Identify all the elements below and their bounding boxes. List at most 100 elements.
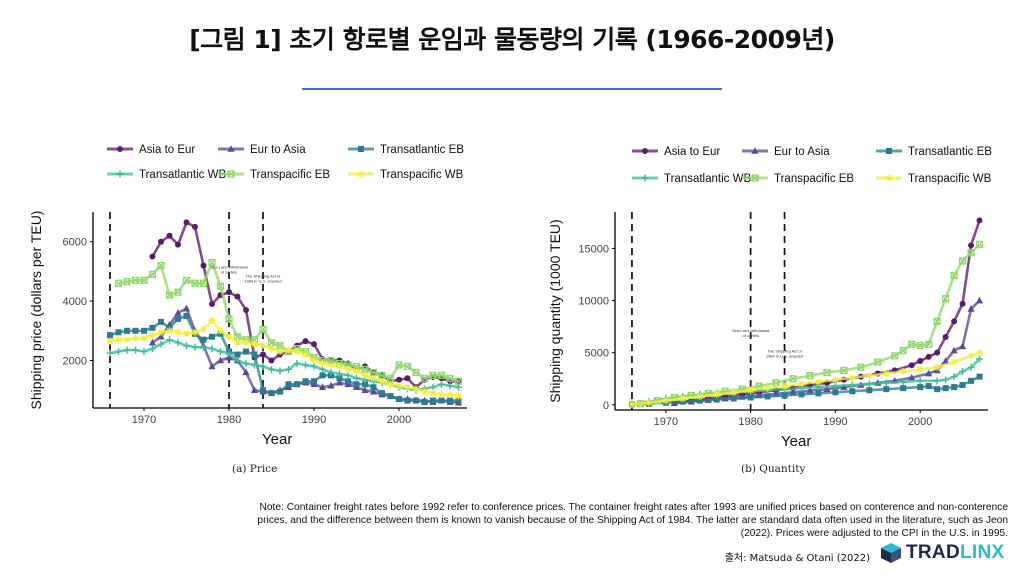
price-point-transpacific-eb — [403, 362, 412, 371]
quantity-x-tick-label: 1990 — [823, 416, 847, 428]
quantity-point-eur-to-asia — [950, 346, 958, 354]
title-underline — [302, 88, 722, 90]
quantity-point-transpacific-wb — [916, 365, 924, 373]
price-point-transatlantic-wb — [429, 383, 437, 391]
price-point-transpacific-eb — [123, 278, 131, 286]
price-annotation: Sea-Land withdrawal of cartels — [210, 264, 247, 274]
quantity-legend-marker-asia-to-eur — [642, 148, 648, 154]
price-point-asia-to-eur — [226, 289, 232, 296]
quantity-point-transpacific-eb — [925, 340, 933, 348]
quantity-point-transpacific-eb — [908, 340, 916, 348]
price-point-transatlantic-wb — [302, 361, 309, 369]
quantity-point-transatlantic-eb — [713, 396, 720, 403]
price-point-transpacific-wb — [327, 361, 335, 369]
price-point-transatlantic-eb — [285, 381, 292, 388]
price-point-asia-to-eur — [200, 262, 207, 269]
price-point-eur-to-asia — [148, 338, 157, 346]
price-point-asia-to-eur — [209, 301, 215, 308]
quantity-point-transatlantic-eb — [959, 381, 966, 388]
quantity-line-transpacific-wb — [631, 351, 980, 406]
quantity-point-asia-to-eur — [976, 217, 983, 224]
price-legend: Asia to Eur Eur to Asia Transatlantic EB Tr… — [107, 144, 464, 181]
quantity-point-transpacific-eb — [789, 375, 797, 383]
price-point-transpacific-eb — [259, 325, 267, 333]
quantity-point-transatlantic-eb — [798, 391, 805, 398]
quantity-point-transpacific-wb — [950, 358, 958, 366]
price-point-transpacific-wb — [421, 388, 428, 396]
price-point-transpacific-wb — [336, 362, 343, 370]
quantity-point-transpacific-wb — [798, 380, 805, 388]
price-legend-label-eur-to-asia: Eur to Asia — [250, 144, 306, 156]
price-point-transatlantic-wb — [217, 348, 224, 356]
price-point-eur-to-asia — [250, 386, 259, 393]
quantity-legend-item-transatlantic-wb: Transatlantic WB — [632, 173, 751, 185]
quantity-point-transatlantic-wb — [865, 380, 873, 388]
price-point-eur-to-asia — [242, 368, 250, 376]
price-legend-marker-eur-to-asia — [227, 145, 235, 152]
source-citation: 출처: Matsuda & Otani (2022) — [724, 553, 870, 564]
quantity-legend: Asia to Eur Eur to Asia Transatlantic EB Tr… — [632, 146, 992, 185]
price-point-transpacific-eb — [395, 361, 403, 369]
price-point-transatlantic-eb — [430, 397, 436, 404]
price-point-transatlantic-eb — [200, 336, 207, 343]
price-point-transatlantic-wb — [455, 383, 462, 391]
price-point-asia-to-eur — [311, 341, 317, 348]
quantity-point-transatlantic-wb — [831, 382, 839, 390]
price-point-transpacific-wb — [174, 328, 182, 336]
quantity-point-transpacific-wb — [976, 349, 984, 357]
quantity-point-transatlantic-eb — [942, 385, 949, 392]
price-point-transatlantic-wb — [234, 356, 241, 364]
quantity-legend-marker-transpacific-eb — [751, 174, 759, 182]
price-point-transpacific-eb — [208, 258, 216, 267]
price-point-transpacific-eb — [225, 315, 233, 323]
quantity-annotation: Sea-Land withdrawal of cartels — [732, 328, 769, 338]
quantity-point-asia-to-eur — [968, 242, 975, 249]
quantity-point-transatlantic-wb — [899, 378, 907, 386]
quantity-point-transatlantic-eb — [696, 397, 703, 404]
quantity-point-eur-to-asia — [823, 385, 831, 392]
price-point-transpacific-wb — [438, 391, 445, 399]
quantity-point-transatlantic-eb — [866, 387, 873, 394]
price-point-transatlantic-eb — [396, 396, 402, 403]
quantity-point-asia-to-eur — [908, 362, 915, 369]
price-point-asia-to-eur — [302, 338, 309, 345]
price-point-transpacific-eb — [165, 291, 174, 299]
price-legend-marker-transpacific-wb — [357, 170, 365, 178]
price-y-tick-label: 4000 — [63, 296, 87, 308]
quantity-point-transpacific-eb — [958, 257, 967, 265]
price-point-transatlantic-wb — [225, 349, 233, 357]
quantity-y-tick-label: 10000 — [578, 296, 609, 308]
price-point-transatlantic-eb — [107, 332, 113, 339]
price-point-transpacific-eb — [216, 282, 225, 290]
price-point-transatlantic-eb — [132, 327, 139, 334]
price-point-transatlantic-wb — [336, 370, 343, 378]
price-point-transpacific-eb — [199, 279, 208, 287]
footnote: Note: Container freight rates before 199… — [257, 502, 1008, 539]
price-point-asia-to-eur — [260, 351, 266, 358]
quantity-x-axis-label: Year — [781, 433, 811, 450]
price-point-transpacific-eb — [386, 374, 395, 382]
price-point-transpacific-wb — [361, 371, 369, 379]
price-point-transatlantic-eb — [336, 375, 343, 382]
quantity-y-tick-label: 0 — [603, 400, 609, 412]
quantity-point-transatlantic-eb — [849, 388, 856, 395]
price-point-transatlantic-wb — [293, 359, 301, 367]
quantity-point-transatlantic-eb — [747, 394, 754, 401]
quantity-point-transpacific-eb — [916, 341, 924, 349]
price-x-tick-label: 2000 — [387, 414, 411, 426]
price-point-transpacific-eb — [420, 374, 429, 382]
quantity-legend-item-transpacific-eb: Transpacific EB — [742, 173, 854, 185]
price-chart-caption: (a) Price — [232, 463, 278, 475]
price-chart: Asia to Eur Eur to Asia Transatlantic EB Tr… — [28, 144, 467, 448]
price-point-transpacific-wb — [404, 383, 411, 391]
price-point-transpacific-wb — [132, 334, 139, 342]
price-legend-label-transatlantic-wb: Transatlantic WB — [139, 169, 226, 181]
quantity-point-transatlantic-wb — [848, 381, 856, 389]
price-point-transatlantic-wb — [106, 349, 114, 357]
price-point-transpacific-wb — [259, 342, 267, 350]
price-point-transpacific-eb — [148, 270, 157, 278]
price-point-asia-to-eur — [149, 253, 156, 260]
price-y-tick-label: 2000 — [63, 355, 87, 367]
quantity-legend-item-eur-to-asia: Eur to Asia — [742, 146, 830, 158]
price-point-transatlantic-eb — [455, 397, 462, 404]
